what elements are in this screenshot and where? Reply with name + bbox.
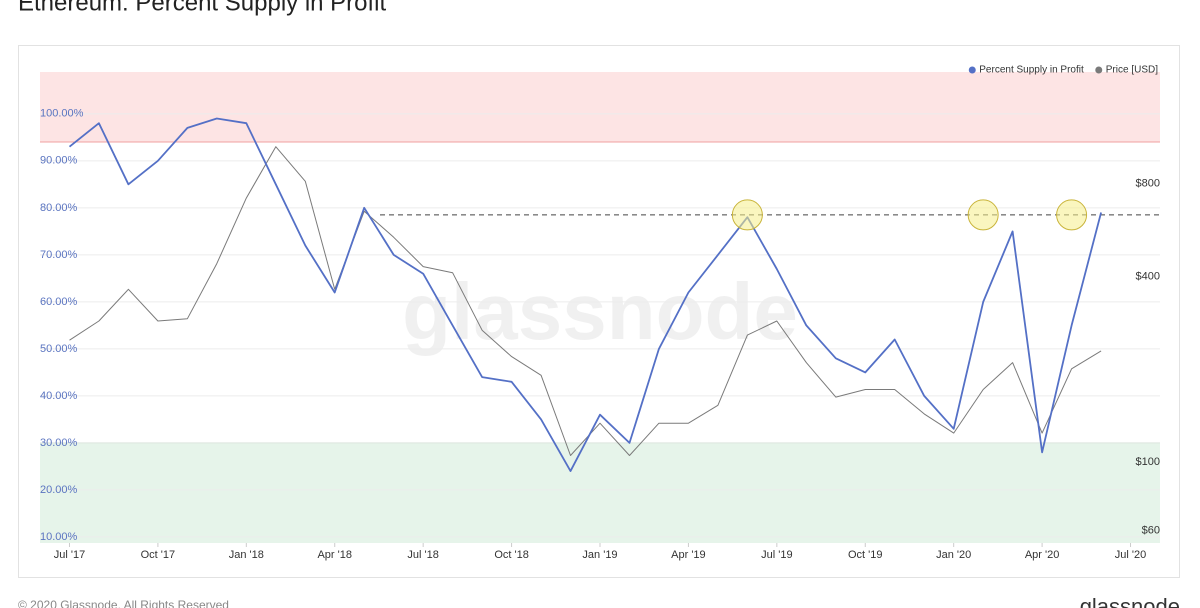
legend-swatch xyxy=(1095,66,1103,74)
x-tick-label: Jan '20 xyxy=(936,549,971,561)
highlight-circle xyxy=(1056,199,1088,231)
lower-zone xyxy=(40,442,1160,543)
x-tick-label: Jan '18 xyxy=(229,549,264,561)
x-tick-label: Apr '19 xyxy=(671,549,706,561)
upper-zone xyxy=(40,72,1160,143)
x-tick-label: Apr '20 xyxy=(1025,549,1060,561)
watermark: glassnode xyxy=(402,267,798,356)
y-tick-label: 10.00% xyxy=(40,531,78,543)
legend-label: Price [USD] xyxy=(1106,65,1158,76)
legend-swatch xyxy=(968,66,976,74)
series-line xyxy=(68,117,1102,472)
x-tick-label: Jan '19 xyxy=(582,549,617,561)
y-tick-label: 100.00% xyxy=(40,108,84,120)
y2-tick-label: $60 xyxy=(1142,525,1160,537)
y-tick-label: 60.00% xyxy=(40,296,78,308)
series-line xyxy=(69,146,1102,456)
highlight-circle xyxy=(967,199,999,231)
y2-tick-label: $400 xyxy=(1136,270,1160,282)
footer: © 2020 Glassnode. All Rights Reserved xyxy=(18,598,229,608)
y-tick-label: 20.00% xyxy=(40,484,78,496)
y-tick-label: 40.00% xyxy=(40,390,78,402)
x-tick-label: Apr '18 xyxy=(317,549,352,561)
brand: glassnode xyxy=(1080,594,1180,608)
y-tick-label: 80.00% xyxy=(40,202,78,214)
y-tick-label: 50.00% xyxy=(40,343,78,355)
x-tick-label: Jul '20 xyxy=(1115,549,1146,561)
x-tick-label: Oct '17 xyxy=(141,549,176,561)
y-tick-label: 90.00% xyxy=(40,155,78,167)
chart-title: Ethereum: Percent Supply in Profit xyxy=(18,0,387,16)
y-tick-label: 30.00% xyxy=(40,437,78,449)
legend-label: Percent Supply in Profit xyxy=(979,65,1084,76)
y2-tick-label: $800 xyxy=(1136,177,1160,189)
x-tick-label: Oct '18 xyxy=(494,549,529,561)
y-tick-label: 70.00% xyxy=(40,249,78,261)
card-frame xyxy=(18,45,1180,578)
y2-tick-label: $100 xyxy=(1136,456,1160,468)
x-tick-label: Oct '19 xyxy=(848,549,883,561)
x-tick-label: Jul '19 xyxy=(761,549,792,561)
highlight-circle xyxy=(731,199,763,231)
x-tick-label: Jul '18 xyxy=(407,549,438,561)
x-tick-label: Jul '17 xyxy=(54,549,85,561)
